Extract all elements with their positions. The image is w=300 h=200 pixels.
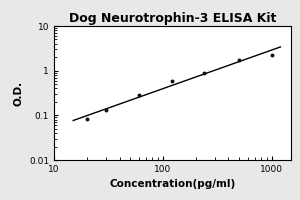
Point	[103, 109, 108, 112]
Title: Dog Neurotrophin-3 ELISA Kit: Dog Neurotrophin-3 ELISA Kit	[69, 12, 276, 25]
Point	[202, 71, 207, 74]
Point	[169, 79, 174, 82]
Point	[84, 118, 89, 121]
X-axis label: Concentration(pg/ml): Concentration(pg/ml)	[110, 179, 236, 189]
Point	[136, 94, 141, 97]
Point	[269, 53, 274, 56]
Y-axis label: O.D.: O.D.	[14, 80, 23, 106]
Point	[237, 59, 242, 62]
